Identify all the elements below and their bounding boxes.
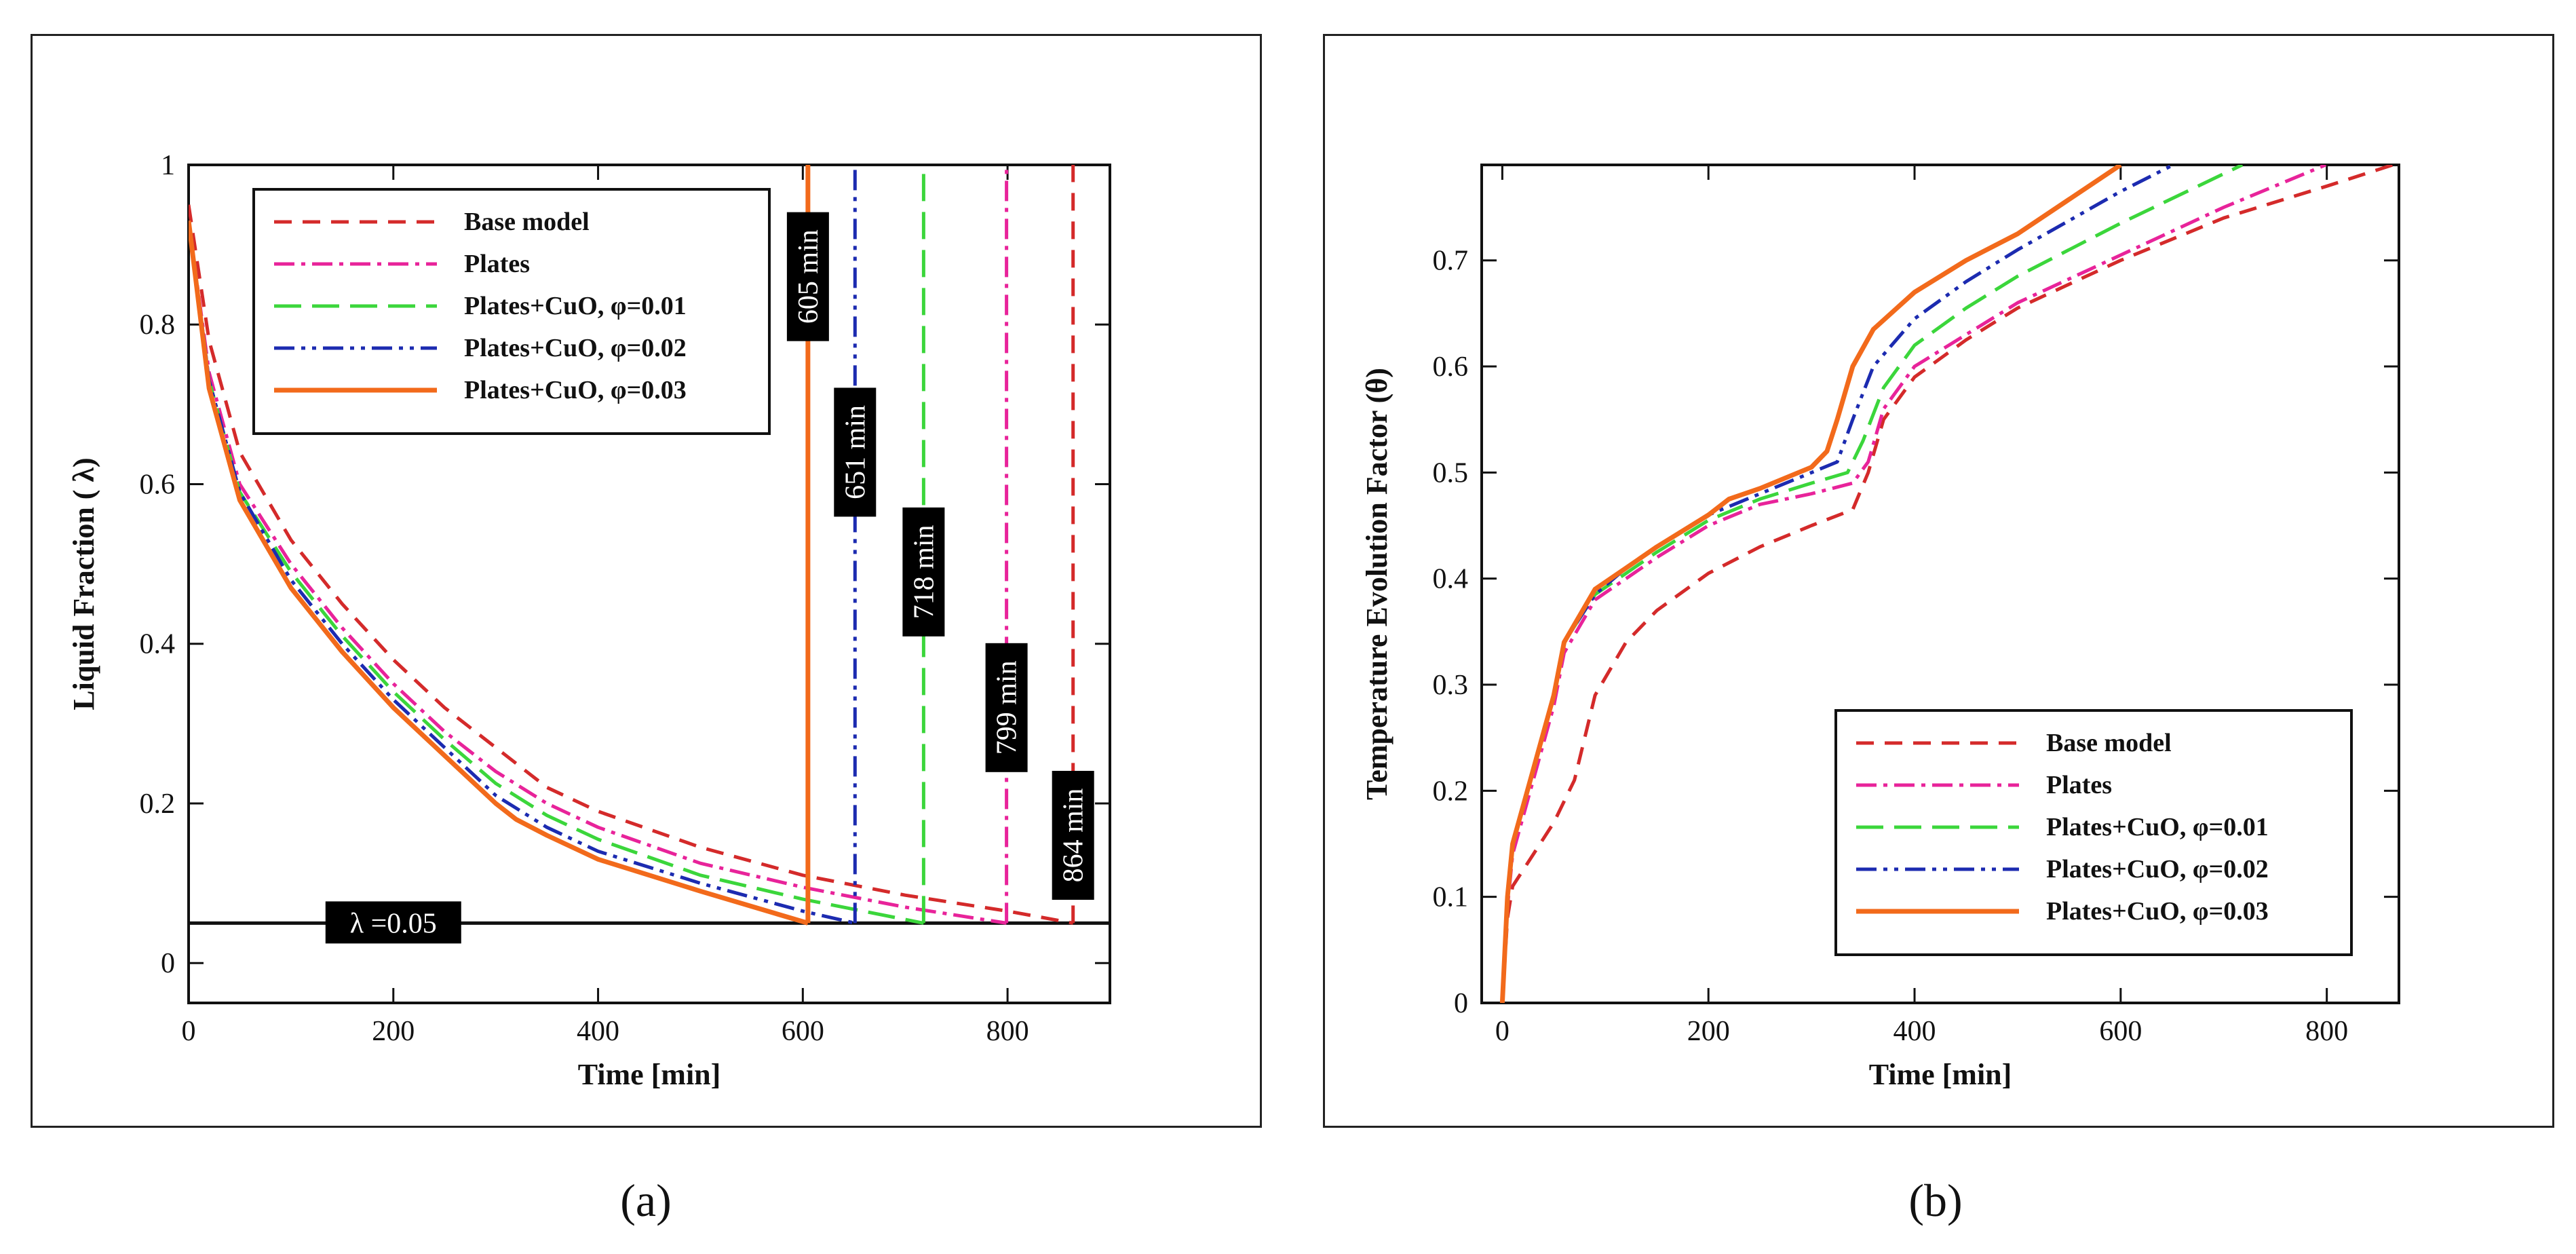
- legend-label-b-0: Base model: [2046, 729, 2172, 757]
- y-tick-label-b: 0: [1454, 988, 1468, 1019]
- legend-label-a-4: Plates+CuO, φ=0.03: [464, 376, 687, 404]
- annotation-label-2: 718 min: [908, 525, 940, 619]
- annotation-label-0: 605 min: [793, 229, 824, 324]
- series-line-b-0: [1500, 165, 2394, 1003]
- y-tick-label-a: 0.4: [140, 629, 176, 660]
- legend-label-a-3: Plates+CuO, φ=0.02: [464, 334, 687, 362]
- legend-label-b-3: Plates+CuO, φ=0.02: [2046, 855, 2269, 884]
- x-tick-label-b: 0: [1495, 1016, 1510, 1047]
- annotation-label-1: 651 min: [840, 405, 871, 499]
- y-axis-label-a: Liquid Fraction ( λ): [67, 457, 100, 710]
- legend-label-a-0: Base model: [464, 208, 590, 236]
- series-line-a-4: [189, 220, 809, 926]
- x-tick-label-a: 400: [577, 1016, 619, 1047]
- legend-label-b-1: Plates: [2046, 771, 2112, 799]
- x-tick-label-a: 600: [782, 1016, 824, 1047]
- y-tick-label-a: 0: [161, 948, 175, 979]
- x-tick-label-a: 800: [986, 1016, 1029, 1047]
- legend-label-a-1: Plates: [464, 250, 530, 278]
- annotation-label-3: 799 min: [992, 660, 1023, 755]
- threshold-label-box: [325, 901, 461, 944]
- y-tick-label-a: 0.8: [140, 309, 176, 341]
- y-tick-label-b: 0.2: [1433, 776, 1469, 807]
- legend-a: [252, 188, 771, 435]
- y-tick-label-a: 0.6: [140, 469, 176, 500]
- chart-a: 0 200 400 600 800 0 0.2 0.4 0.6 0.8 1 Time [min] Liq…: [67, 150, 1111, 1091]
- x-axis-label-a: Time [min]: [578, 1058, 721, 1091]
- series-line-a-1: [189, 220, 1007, 925]
- x-axis-label-b: Time [min]: [1869, 1058, 2012, 1091]
- legend-label-b-2: Plates+CuO, φ=0.01: [2046, 813, 2269, 841]
- x-tick-label-b: 800: [2305, 1016, 2348, 1047]
- y-tick-label-b: 0.4: [1433, 564, 1469, 595]
- y-tick-label-a: 1: [161, 150, 175, 181]
- annotation-box-0: [786, 212, 829, 341]
- x-tick-label-b: 400: [1893, 1016, 1936, 1047]
- y-tick-label-b: 0.3: [1433, 670, 1469, 701]
- caption-a: (a): [620, 1175, 672, 1226]
- y-tick-label-b: 0.6: [1433, 352, 1469, 383]
- y-tick-label-b: 0.7: [1433, 246, 1469, 277]
- x-tick-label-a: 0: [182, 1016, 196, 1047]
- threshold-label: λ =0.05: [350, 908, 437, 939]
- y-tick-label-b: 0.1: [1433, 882, 1469, 913]
- annotation-box-1: [834, 387, 877, 517]
- legend-label-b-4: Plates+CuO, φ=0.03: [2046, 897, 2269, 926]
- series-line-b-1: [1500, 165, 2327, 1003]
- series-line-b-4: [1499, 165, 2122, 1003]
- plot-area-b: [1480, 164, 2400, 1004]
- series-line-a-0: [189, 204, 1074, 925]
- x-tick-label-b: 600: [2099, 1016, 2142, 1047]
- y-axis-label-b: Temperature Evolution Factor (θ): [1360, 368, 1393, 800]
- y-tick-label-a: 0.2: [140, 788, 176, 820]
- plot-area-a: [187, 164, 1111, 1004]
- legend-b: [1834, 709, 2353, 956]
- annotation-box-3: [985, 643, 1028, 772]
- legend-label-a-2: Plates+CuO, φ=0.01: [464, 292, 687, 320]
- caption-b: (b): [1908, 1175, 1963, 1226]
- annotation-box-4: [1052, 771, 1094, 900]
- y-tick-label-b: 0.5: [1433, 457, 1469, 489]
- annotation-box-2: [902, 507, 945, 636]
- series-line-a-3: [189, 220, 856, 925]
- annotation-label-4: 864 min: [1058, 788, 1090, 883]
- x-tick-label-b: 200: [1687, 1016, 1730, 1047]
- chart-b: 0 200 400 600 800 0 0.1 0.2 0.3 0.4 0.5 0.6 0.7 Time …: [1360, 164, 2400, 1091]
- x-tick-label-a: 200: [372, 1016, 415, 1047]
